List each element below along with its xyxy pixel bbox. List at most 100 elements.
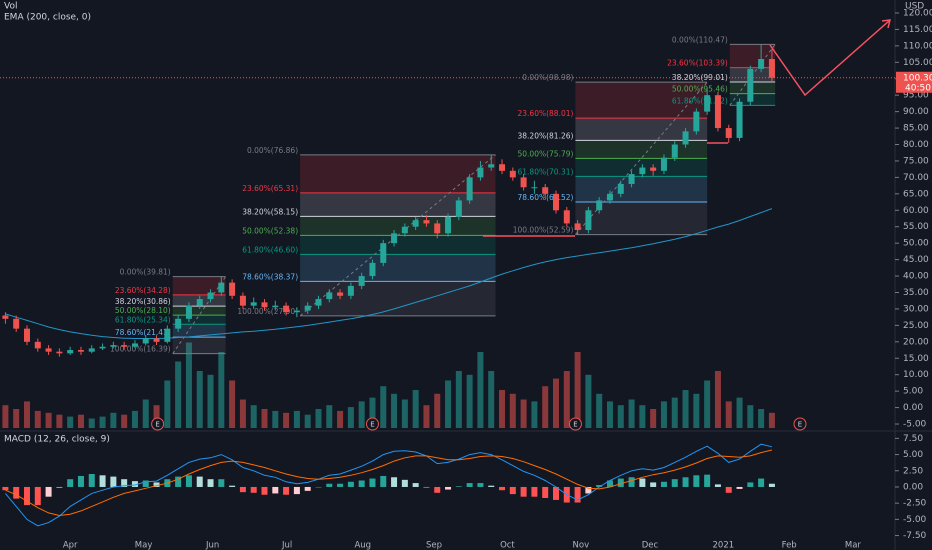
histogram-bar [121,479,128,487]
candle-body [412,220,419,227]
fib-zone [575,176,708,202]
histogram-bar [196,476,203,487]
histogram-bar [77,475,84,487]
candle-body [250,302,257,306]
x-tick-label: 2021 [713,541,735,550]
volume-bar [499,390,506,428]
fib-label: 50.00%(28.10) [115,306,171,315]
fib-label: 38.20%(58.15) [242,207,298,216]
fib-zone [300,254,496,282]
histogram-bar [736,486,743,489]
legend-ema: EMA (200, close, 0) [4,13,91,23]
volume-bar [639,405,646,428]
volume-bar [488,371,495,428]
x-tick-label: Apr [63,541,78,550]
earnings-marker [151,417,165,431]
candle-body [218,282,225,293]
histogram-bar [606,480,613,487]
x-tick-label: Jul [281,541,292,550]
candle-body [704,95,711,112]
histogram-bar [617,478,624,487]
histogram-bar [499,486,506,491]
histogram-bar [2,486,9,491]
fib-label: 23.60%(34.28) [115,286,171,295]
candle-body [131,343,138,347]
y-tick-label: -5.00 [903,420,927,430]
volume-bar [455,371,462,428]
candle-body [563,210,570,224]
histogram-bar [714,484,721,487]
x-tick-label: Nov [573,541,590,550]
histogram-bar [304,486,311,491]
candle-body [628,174,635,184]
histogram-bar [369,478,376,487]
histogram-bar [110,476,117,487]
histogram-bar [412,483,419,487]
histogram-bar [628,477,635,487]
candle-body [455,200,462,217]
fib-label: 38.20%(30.86) [115,297,171,306]
candle-body [466,177,473,201]
volume-bar [747,405,754,428]
histogram-bar [293,486,300,495]
fib-label: 100.00%(16.39) [110,345,171,354]
histogram-bar [250,486,257,493]
candle-body [2,315,9,319]
histogram-bar [380,475,387,487]
candle-body [391,233,398,244]
volume-bar [358,401,365,428]
y-tick-label: 70.00 [903,173,929,183]
histogram-bar [520,486,527,497]
y-tick-label: 30.00 [903,304,929,314]
y-tick-label: 105.00 [903,58,932,68]
histogram-bar [650,482,657,487]
fib-trend [299,154,496,317]
candle-body [574,223,581,231]
volume-bar [412,390,419,428]
y-tick-label: 120.00 [903,8,932,18]
candle-body [714,95,721,129]
volume-bar [218,352,225,428]
y-tick-label: 40.00 [903,272,929,282]
projection-path [769,19,891,97]
y-tick-label: 50.00 [903,239,929,249]
histogram-bar [747,482,754,487]
histogram-bar [445,486,452,490]
fib-label: 0.00%(39.81) [120,268,171,277]
candle-body [671,144,678,158]
volume-bar [671,397,678,428]
fib-label: 0.00%(76.86) [247,146,298,155]
candle-body [596,200,603,211]
plot-layer: 0.00%(39.81) 23.60%(34.28) 38.20%(30.86)50… [2,35,776,527]
volume-bar [293,410,300,428]
fib-zone [300,281,496,316]
y-tick-label: 95.00 [903,91,929,101]
candle-body [660,157,667,171]
fib-label: 0.00%(98.98) [522,73,573,82]
candle-body [315,299,322,306]
histogram-bar [142,480,149,487]
fib-zone [300,192,496,217]
volume-bar [2,405,9,428]
arrow-head [881,19,891,29]
volume-bar [34,410,41,428]
y-tick-label: 45.00 [903,255,929,265]
volume-bar [596,393,603,428]
histogram-bar [768,483,775,487]
histogram-bar [207,479,214,487]
candle-body [229,282,236,296]
candle-body [207,292,214,300]
histogram-bar [67,479,74,487]
histogram-bar [283,486,290,495]
y-tick-label: 35.00 [903,288,929,298]
earnings-label: E [370,421,374,429]
volume-bar [553,378,560,428]
histogram-bar [23,486,30,506]
histogram-bar [131,481,138,487]
candle-body [13,318,20,329]
histogram-bar [758,478,765,487]
candle-body [488,164,495,168]
fib-zone [729,44,776,68]
volume-bar [423,405,430,428]
